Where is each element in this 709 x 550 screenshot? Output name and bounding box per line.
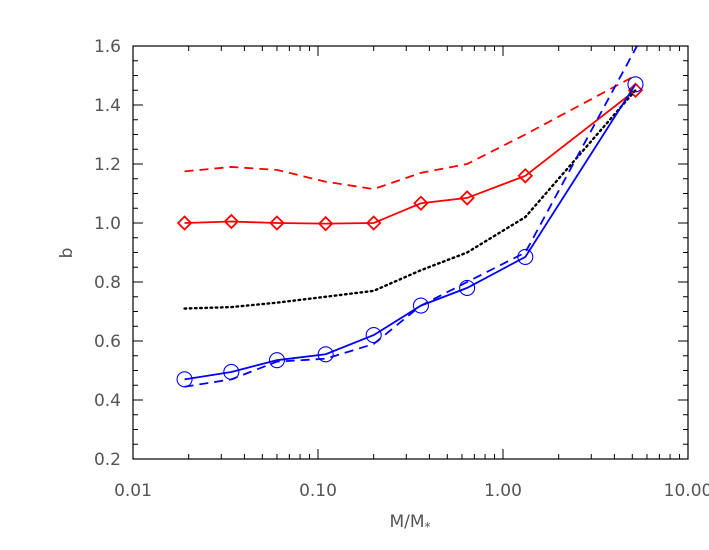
series-4-point [223,363,240,381]
series-1-point [627,82,644,99]
series-1-point [223,213,240,230]
series-4-point [412,297,429,314]
series-3-line [184,46,638,388]
y-tick-label: 0.4 [94,391,121,411]
x-axis-label-subscript: * [425,520,431,534]
series-1-line [184,89,637,225]
y-tick-label: 0.8 [94,273,121,293]
plot-marks [176,46,644,388]
x-tick-label: 0.01 [114,481,152,501]
series-4-line [184,83,637,381]
x-axis-label: M/M* [389,512,430,534]
y-tick-label: 1.0 [94,214,121,234]
series-1-point [459,190,475,206]
series-4-point [627,76,644,93]
y-tick-label: 1.2 [94,155,121,175]
series-4-point [517,248,534,265]
y-tick-label: 1.4 [94,96,121,116]
plot-frame [132,45,689,460]
series-2-line [183,89,637,310]
series-1-point [317,215,334,232]
x-axis-label-main: M/M [389,512,424,532]
x-tick-label: 1.00 [484,481,522,501]
y-tick-label: 0.2 [94,450,121,470]
series-4-point [176,371,193,388]
series-4-point [268,352,286,369]
y-tick-label: 1.6 [94,37,121,57]
x-tick-label: 10.00 [664,481,709,501]
series-1-point [176,215,193,231]
x-tick-label: 0.10 [299,481,337,501]
y-tick-label: 0.6 [94,332,121,352]
series-0-line [184,74,636,190]
axis-ticks: 0.01 0.10 1.00 10.00 0.2 0.4 0.6 0.8 1.0 1.2 1.4 1.… [94,37,709,501]
series-4-point [317,346,334,363]
series-1-point [365,215,382,231]
series-1-point [413,195,429,212]
series-4-point [459,279,476,296]
y-axis-label: b [57,248,77,259]
series-4-point [365,327,382,344]
series-1-point [269,215,285,231]
series-1-point [517,168,534,184]
